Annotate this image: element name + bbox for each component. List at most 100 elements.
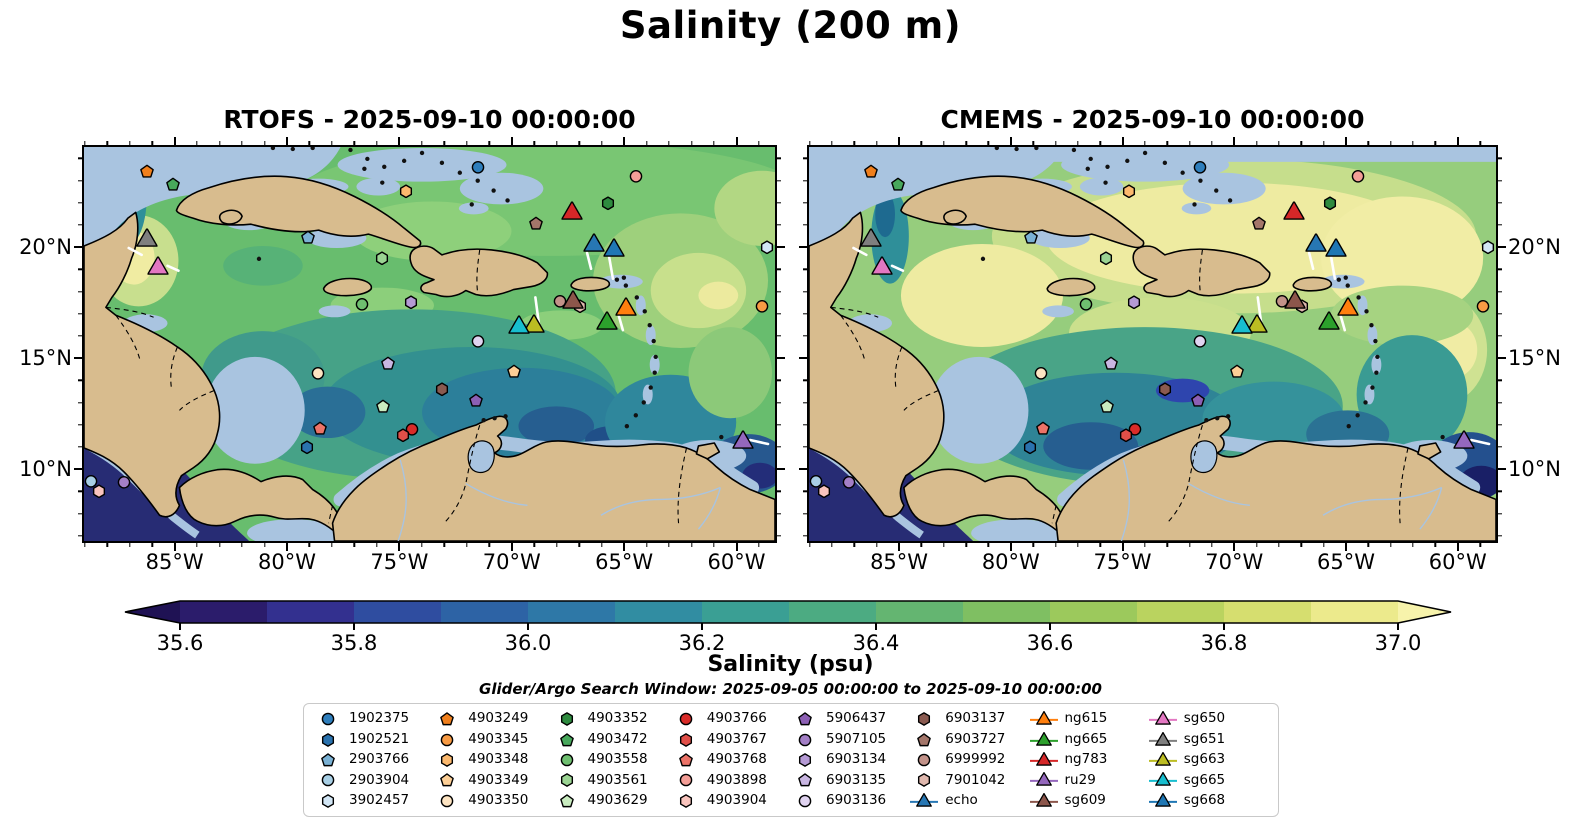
axis-tick: [777, 202, 781, 204]
axis-tick: [831, 543, 833, 547]
legend-entry-label: 4903767: [706, 730, 767, 747]
axis-tick: [803, 202, 807, 204]
platform-marker-4903766: [405, 422, 419, 436]
axis-tick: [421, 543, 423, 547]
legend-entry-sg663: sg663: [1148, 751, 1268, 768]
axis-tick: [690, 543, 693, 547]
hexagon-marker-icon: [314, 732, 342, 747]
axis-tick: [1412, 141, 1414, 145]
platform-marker-4903766: [1128, 422, 1142, 436]
axis-tick: [308, 141, 311, 145]
axis-tick: [876, 543, 878, 547]
axis-tick: [78, 202, 82, 204]
platform-marker-ng665: [1318, 310, 1340, 333]
legend-entry-sg650: sg650: [1148, 711, 1268, 727]
axis-tick: [876, 141, 878, 145]
platform-marker-6903727: [1251, 216, 1266, 231]
axis-tick: [777, 535, 781, 537]
legend-entry-sg609: sg609: [1029, 792, 1149, 809]
pentagon-marker-icon: [553, 794, 581, 808]
legend-entry-label: 4903768: [706, 751, 767, 768]
axis-tick: [1498, 357, 1506, 360]
axis-tick: [1009, 543, 1012, 551]
axis-tick: [803, 535, 807, 537]
triangle-marker-icon: [1148, 751, 1177, 768]
colorbar-tick-label: 36.2: [678, 631, 726, 655]
axis-tick: [1390, 141, 1392, 145]
hexagon-marker-icon: [910, 773, 938, 788]
axis-tick: [78, 512, 82, 515]
colorbar-tick: [527, 623, 529, 630]
axis-tick: [83, 543, 86, 547]
legend-entry-4903249: 4903249: [433, 712, 552, 726]
axis-tick: [263, 141, 266, 145]
axis-tick: [803, 490, 807, 493]
platform-marker-4903904: [817, 483, 831, 498]
triangle-marker-icon: [1029, 792, 1058, 809]
axis-tick: [1054, 141, 1057, 145]
legend-entry-2903904: 2903904: [314, 773, 433, 787]
y-tick-label: 20°N: [19, 235, 72, 260]
axis-tick: [1367, 543, 1370, 547]
platform-marker-4903629: [1099, 399, 1114, 414]
axis-tick: [1077, 141, 1079, 145]
axis-tick: [443, 141, 446, 145]
triangle-marker-icon: [910, 792, 939, 809]
axis-tick: [1390, 543, 1392, 547]
platform-marker-sg609: [1284, 290, 1307, 312]
axis-tick: [78, 313, 82, 315]
pentagon-marker-icon: [791, 773, 819, 787]
platform-marker-4903904: [92, 483, 106, 498]
pentagon-marker-icon: [433, 773, 461, 787]
circle-marker-icon: [433, 733, 461, 747]
legend-entry-label: 6999992: [945, 751, 1006, 768]
pentagon-marker-icon: [314, 753, 342, 767]
y-tick-label: 15°N: [1508, 346, 1561, 371]
triangle-marker-icon: [1029, 731, 1058, 748]
legend-entry-label: 4903472: [587, 730, 648, 747]
axis-tick: [1188, 141, 1191, 145]
legend-entry-4903904: 4903904: [672, 794, 791, 808]
axis-tick: [353, 141, 356, 145]
map-cmems: [807, 145, 1498, 543]
colorbar-tick: [1223, 623, 1225, 630]
axis-tick: [173, 543, 176, 551]
colorbar-label: Salinity (psu): [707, 652, 874, 677]
legend-entry-label: sg665: [1183, 771, 1226, 788]
colorbar-tick-label: 36.0: [504, 631, 552, 655]
axis-tick: [668, 141, 670, 145]
axis-tick: [713, 141, 715, 145]
axis-tick: [777, 224, 781, 226]
axis-tick: [151, 543, 153, 547]
axis-tick: [285, 137, 288, 145]
hexagon-marker-icon: [910, 712, 938, 727]
axis-tick: [777, 268, 781, 271]
axis-tick: [78, 157, 82, 160]
axis-tick: [510, 137, 513, 145]
platform-marker-6903135: [1104, 356, 1119, 370]
axis-tick: [799, 357, 807, 360]
axis-tick: [1144, 543, 1146, 547]
platform-marker-4903348: [1122, 183, 1136, 198]
legend-entry-label: 4903898: [706, 771, 767, 788]
axis-tick: [777, 490, 781, 493]
platform-marker-1902375: [1193, 160, 1207, 174]
legend-entry-label: 6903134: [826, 751, 887, 768]
platform-marker-6903134: [1127, 295, 1141, 310]
colorbar-tick: [1397, 623, 1399, 630]
axis-tick: [196, 543, 198, 547]
axis-tick: [987, 543, 990, 547]
axis-tick: [1498, 157, 1502, 160]
hexagon-marker-icon: [672, 732, 700, 747]
axis-tick: [1498, 313, 1502, 315]
axis-tick: [443, 543, 446, 547]
legend: 1902375 1902521 2903766 2903904 3902457 49032…: [303, 703, 1279, 817]
pentagon-marker-icon: [672, 753, 700, 767]
axis-tick: [353, 543, 356, 547]
axis-tick: [803, 224, 807, 226]
legend-entry-label: 1902375: [349, 710, 410, 727]
axis-tick: [799, 246, 807, 249]
legend-entry-label: 4903249: [468, 710, 529, 727]
axis-tick: [920, 141, 923, 145]
